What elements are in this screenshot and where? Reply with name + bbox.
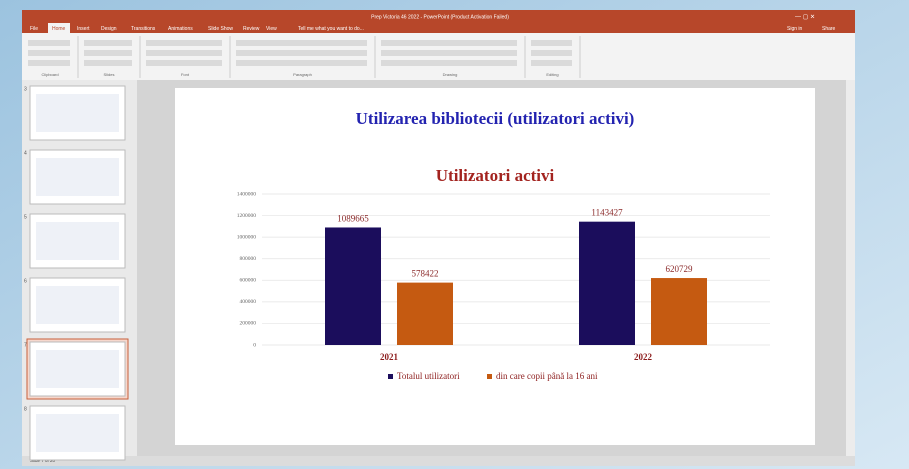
data-label: 578422 (412, 269, 439, 279)
ribbon-tab[interactable]: Tell me what you want to do... (298, 26, 364, 32)
y-tick-label: 800000 (240, 256, 257, 262)
data-label: 1143427 (591, 208, 623, 218)
ribbon-tab[interactable]: View (266, 26, 277, 32)
ribbon-button[interactable] (146, 50, 222, 56)
y-tick-label: 400000 (240, 299, 257, 305)
thumbnail-number: 3 (24, 86, 27, 92)
share[interactable]: Share (822, 26, 836, 32)
thumbnail-content (36, 94, 119, 132)
thumbnail-content (36, 222, 119, 260)
bar (325, 227, 381, 345)
ribbon-button[interactable] (28, 50, 70, 56)
ribbon-button[interactable] (531, 60, 572, 66)
legend-swatch (487, 374, 492, 379)
x-tick-label: 2022 (634, 352, 653, 362)
ribbon-button[interactable] (146, 60, 222, 66)
ribbon-tab[interactable]: Insert (77, 26, 90, 32)
status-text: Slide 7 of 20 (30, 458, 56, 463)
ribbon-button[interactable] (236, 40, 367, 46)
ribbon-button[interactable] (28, 40, 70, 46)
thumbnail-number: 7 (24, 342, 27, 348)
ribbon-button[interactable] (381, 40, 517, 46)
thumbnail-number: 4 (24, 150, 27, 156)
y-tick-label: 1400000 (237, 191, 257, 197)
data-label: 1089665 (337, 214, 369, 224)
ribbon-button[interactable] (84, 40, 132, 46)
ribbon-tab[interactable]: File (30, 26, 38, 32)
y-tick-label: 0 (253, 342, 256, 348)
ribbon-button[interactable] (531, 50, 572, 56)
active-tab (48, 23, 70, 33)
thumbnail-content (36, 158, 119, 196)
ribbon-group: Font (181, 72, 190, 77)
window-title: Prep Victoria 46 2022 - PowerPoint (Prod… (371, 14, 509, 20)
ribbon-tab[interactable]: Transitions (131, 26, 156, 32)
ribbon-button[interactable] (146, 40, 222, 46)
ribbon-tab[interactable]: Home (52, 26, 66, 32)
ribbon-button[interactable] (84, 50, 132, 56)
ribbon-button[interactable] (84, 60, 132, 66)
legend-label: Totalul utilizatori (397, 371, 460, 381)
thumbnail-number: 5 (24, 214, 27, 220)
bar (651, 278, 707, 345)
ribbon-group: Editing (546, 72, 558, 77)
y-tick-label: 1200000 (237, 213, 257, 219)
slide (175, 88, 815, 445)
ribbon-button[interactable] (381, 60, 517, 66)
bar (397, 282, 453, 345)
window-controls[interactable]: — ▢ ✕ (795, 15, 815, 21)
thumbnail-content (36, 350, 119, 388)
y-tick-label: 200000 (240, 321, 257, 327)
x-tick-label: 2021 (380, 352, 399, 362)
thumbnail-content (36, 286, 119, 324)
ribbon-group: Drawing (443, 72, 458, 77)
data-label: 620729 (666, 264, 694, 274)
tab-bar (22, 23, 855, 33)
ribbon-group: Paragraph (293, 72, 312, 77)
legend-label: din care copii până la 16 ani (496, 371, 598, 381)
y-tick-label: 1000000 (237, 234, 257, 240)
thumbnail-content (36, 414, 119, 452)
thumbnail-number: 6 (24, 278, 27, 284)
ribbon-tab[interactable]: Slide Show (208, 26, 233, 32)
ribbon-group: Slides (104, 72, 115, 77)
legend-swatch (388, 374, 393, 379)
sign-in[interactable]: Sign in (787, 26, 803, 32)
scrollbar[interactable] (846, 80, 855, 456)
y-tick-label: 600000 (240, 278, 257, 284)
ribbon-button[interactable] (531, 40, 572, 46)
ribbon-group: Clipboard (41, 72, 58, 77)
ribbon-button[interactable] (28, 60, 70, 66)
bar (579, 221, 635, 345)
title-bar (22, 10, 855, 23)
ribbon-tab[interactable]: Design (101, 26, 117, 32)
thumbnail-number: 8 (24, 406, 27, 412)
ribbon-button[interactable] (236, 60, 367, 66)
status-bar (22, 456, 855, 466)
ribbon-button[interactable] (381, 50, 517, 56)
ribbon-button[interactable] (236, 50, 367, 56)
slide-title: Utilizarea bibliotecii (utilizatori acti… (356, 109, 635, 128)
ribbon-tab[interactable]: Review (243, 26, 260, 32)
chart-title: Utilizatori activi (436, 166, 555, 185)
ribbon-tab[interactable]: Animations (168, 26, 193, 32)
